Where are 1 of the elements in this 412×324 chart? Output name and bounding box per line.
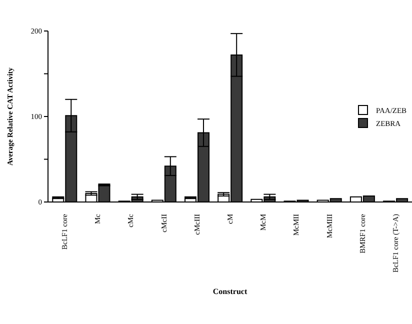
- x-axis-title: Construct: [212, 287, 248, 296]
